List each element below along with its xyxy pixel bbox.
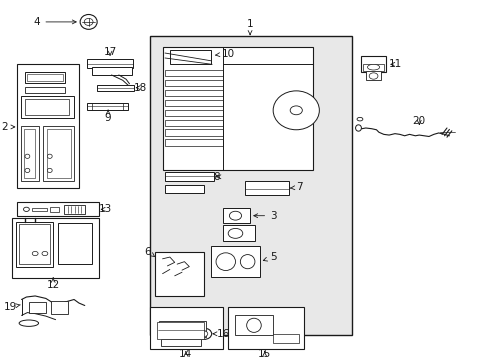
Ellipse shape [367, 64, 379, 70]
Text: 3: 3 [253, 211, 276, 221]
Bar [164, 90, 223, 96]
Ellipse shape [240, 255, 254, 269]
Bar [211, 247, 259, 276]
Bar [150, 36, 351, 335]
Bar [158, 321, 206, 337]
Bar [164, 80, 223, 86]
Bar [17, 202, 99, 216]
Bar [155, 252, 203, 296]
Bar [27, 73, 63, 81]
Bar [164, 100, 223, 106]
Ellipse shape [229, 211, 241, 220]
Bar [29, 302, 46, 312]
Text: 18: 18 [134, 83, 147, 93]
Ellipse shape [228, 228, 242, 238]
Bar [97, 85, 134, 91]
Bar [164, 185, 203, 193]
Bar [24, 129, 35, 178]
Bar [16, 222, 53, 267]
Bar [12, 218, 99, 278]
Bar [223, 225, 254, 241]
Bar [273, 334, 298, 343]
Ellipse shape [47, 168, 52, 172]
Ellipse shape [32, 251, 38, 256]
Bar [164, 109, 223, 116]
Bar [160, 339, 201, 346]
Bar [58, 224, 92, 264]
Bar [244, 181, 288, 195]
Bar [25, 99, 69, 115]
Bar [234, 315, 273, 335]
Text: 6: 6 [144, 247, 154, 257]
Text: 12: 12 [46, 278, 60, 291]
Bar [17, 64, 79, 188]
Bar [164, 129, 223, 136]
Bar [51, 301, 68, 314]
Ellipse shape [216, 253, 235, 270]
Ellipse shape [289, 106, 302, 115]
Bar [64, 205, 84, 213]
Bar [43, 126, 74, 181]
Bar [164, 139, 223, 146]
Bar [223, 208, 249, 224]
Bar [164, 172, 213, 181]
Ellipse shape [19, 320, 39, 327]
Bar [50, 207, 60, 212]
Bar [20, 96, 74, 118]
Bar [360, 55, 386, 72]
Ellipse shape [368, 73, 377, 79]
Text: 17: 17 [103, 47, 117, 57]
Text: 9: 9 [104, 110, 111, 123]
Bar [169, 50, 211, 64]
Text: 5: 5 [263, 252, 276, 262]
Bar [25, 87, 65, 93]
Bar [32, 208, 47, 211]
Text: 11: 11 [388, 59, 402, 69]
Bar [87, 59, 133, 68]
Bar [156, 323, 204, 339]
Bar [150, 307, 223, 349]
Ellipse shape [42, 251, 48, 256]
Ellipse shape [200, 331, 207, 337]
Text: 15: 15 [258, 349, 271, 359]
Ellipse shape [84, 18, 93, 26]
Bar [19, 224, 50, 264]
Text: 13: 13 [99, 204, 112, 214]
Bar [20, 126, 39, 181]
Ellipse shape [23, 207, 29, 211]
Ellipse shape [80, 14, 97, 29]
Ellipse shape [355, 125, 361, 131]
Bar [362, 64, 384, 71]
Text: 19: 19 [4, 302, 20, 311]
Bar [87, 103, 127, 110]
Text: 16: 16 [213, 329, 229, 339]
Text: 20: 20 [412, 116, 425, 126]
Text: 7: 7 [290, 183, 303, 192]
Text: 1: 1 [246, 19, 253, 35]
Bar [164, 70, 223, 76]
Bar [365, 71, 381, 80]
Ellipse shape [356, 117, 362, 121]
Bar [162, 47, 313, 170]
Text: 2: 2 [1, 122, 15, 132]
Ellipse shape [246, 318, 261, 332]
Ellipse shape [47, 154, 52, 158]
Bar [47, 129, 71, 178]
Bar [164, 120, 223, 126]
Ellipse shape [273, 91, 319, 130]
Ellipse shape [196, 328, 211, 339]
Ellipse shape [25, 154, 30, 158]
Text: 10: 10 [215, 49, 234, 59]
Bar [92, 67, 132, 75]
Text: 14: 14 [179, 349, 192, 359]
Ellipse shape [25, 168, 30, 172]
Bar [25, 72, 65, 83]
Text: 4: 4 [34, 17, 76, 27]
Bar [228, 307, 303, 349]
Text: 8: 8 [213, 172, 221, 182]
